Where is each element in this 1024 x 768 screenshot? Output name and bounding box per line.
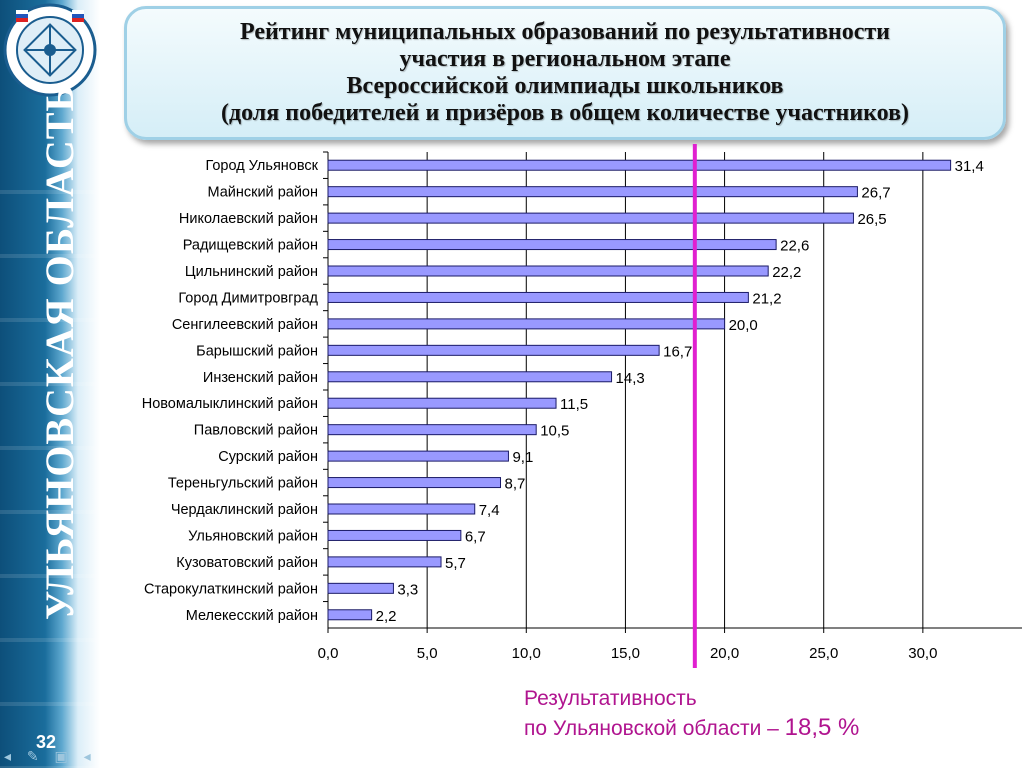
bar [327,239,777,251]
page-number: 32 [36,732,57,752]
category-label: Павловский район [194,423,318,439]
value-label: 31,4 [955,158,984,175]
x-tick-label: 15,0 [611,645,640,662]
bar-chart: 0,0 5,0 10,0 15,0 20,0 25,0 30,0 Город Ульяновс… [142,144,1022,668]
bar [327,556,442,568]
x-tick-label: 30,0 [908,645,937,662]
x-tick-label: 5,0 [417,645,438,662]
bar [327,265,769,277]
title-line-2: участия в региональном этапе [399,46,731,72]
x-tick-label: 0,0 [318,645,339,662]
bar [327,477,502,489]
result-label: по Ульяновской области – [524,717,779,740]
x-tick-label: 10,0 [512,645,541,662]
result-note: Результативность по Ульяновской области … [524,684,859,743]
bar [327,450,509,462]
value-label: 2,2 [376,608,397,625]
category-label: Инзенский район [203,370,318,386]
value-label: 3,3 [397,581,418,598]
value-label: 14,3 [616,370,645,387]
title-line-3: Всероссийской олимпиады школьников [346,73,784,99]
bar [327,291,749,303]
title-line-4: (доля победителей и призёров в общем кол… [220,100,910,126]
sidebar-decoration [0,130,100,768]
bar [327,159,952,171]
slide-nav-icons[interactable]: ◂ ✎ ▣ ◂ [4,748,97,764]
category-label: Сурский район [218,449,318,465]
category-label: Город Димитровград [178,290,318,306]
chart-container: 0,0 5,0 10,0 15,0 20,0 25,0 30,0 Город Ульяновс… [0,140,1024,685]
bar [327,424,537,436]
bar [327,186,858,198]
bar [327,344,660,356]
x-tick-label: 25,0 [809,645,838,662]
result-label-line2: по Ульяновской области – 18,5 % [524,713,859,743]
category-label: Новомалыклинский район [142,396,318,412]
title-box: Рейтинг муниципальных образований по рез… [124,6,1006,140]
value-label: 5,7 [445,555,466,572]
value-label: 22,2 [772,264,801,281]
category-label: Старокулаткинский район [144,581,318,597]
bar [327,503,476,515]
value-label: 11,5 [560,396,588,413]
x-tick-label: 20,0 [710,645,739,662]
value-label: 7,4 [479,502,500,519]
olympiad-logo-icon [3,3,97,97]
value-label: 20,0 [729,317,758,334]
category-label: Николаевский район [179,211,318,227]
category-label: Цильнинский район [185,264,318,280]
category-label: Кузоватовский район [176,555,318,571]
category-label: Город Ульяновск [205,158,318,174]
title-line-1: Рейтинг муниципальных образований по рез… [239,19,891,45]
value-label: 26,7 [861,185,890,202]
bar [327,318,726,330]
bar [327,212,854,224]
value-label: 10,5 [540,423,569,440]
value-label: 8,7 [505,476,526,493]
value-label: 22,6 [780,238,809,255]
bar [327,397,557,409]
value-label: 6,7 [465,528,486,545]
result-value: 18,5 % [784,714,860,741]
category-label: Майнский район [207,185,318,201]
bar [327,609,373,621]
value-label: 16,7 [663,343,692,360]
category-label: Сенгилеевский район [172,317,318,333]
value-label: 26,5 [857,211,886,228]
category-label: Барышский район [196,343,318,359]
value-label: 9,1 [512,449,533,466]
bar [327,582,394,594]
category-label: Тереньгульский район [168,476,318,492]
value-label: 21,2 [752,290,781,307]
category-label: Ульяновский район [188,528,318,544]
bar [327,371,613,383]
category-label: Чердаклинский район [171,502,318,518]
category-label: Радищевский район [183,238,318,254]
bar [327,529,462,541]
sidebar [0,0,100,768]
category-label: Мелекесский район [186,608,318,624]
result-label-line1: Результативность [524,687,697,710]
